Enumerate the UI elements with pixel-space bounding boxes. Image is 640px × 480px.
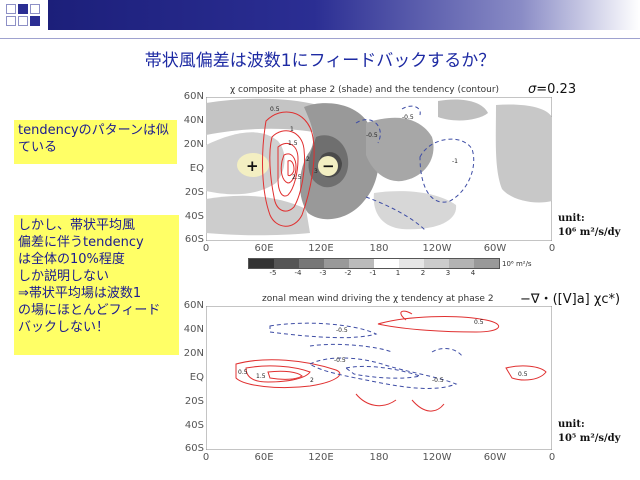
note-line: の場にほとんどフィード	[18, 303, 161, 318]
colorbar-cell	[449, 259, 474, 268]
colorbar-tick: 3	[445, 269, 451, 277]
slide-title: 帯状風偏差は波数1にフィードバックするか？	[144, 51, 496, 71]
colorbar-cell	[399, 259, 424, 268]
plot2-lon-label: 180	[369, 452, 389, 463]
header-bar	[48, 0, 640, 30]
colorbar-cell	[249, 259, 274, 268]
plot2-title: zonal mean wind driving the χ tendency a…	[262, 294, 494, 304]
contour-label: 0.5	[474, 319, 484, 326]
contour-label: -0.5	[366, 132, 378, 139]
colorbar-cell	[299, 259, 324, 268]
positive-contours	[235, 310, 547, 412]
plot1-lon-label: 120W	[422, 243, 452, 254]
colorbar-cell	[474, 259, 499, 268]
plot1-lon-label: 0	[548, 243, 556, 254]
plot2-lat-label: 60N	[183, 300, 204, 311]
contour-label: -0.5	[432, 377, 444, 384]
note-line: バックしない！	[18, 320, 110, 335]
colorbar-cell	[374, 259, 399, 268]
note-line: 偏差に伴うtendency	[18, 235, 144, 250]
plot1-lat-label: EQ	[189, 163, 204, 174]
contour-label: -0.5	[402, 114, 414, 121]
shade-light	[438, 99, 488, 121]
plot1-lat-label: 20N	[183, 139, 204, 150]
plot2-lon-label: 0	[202, 452, 210, 463]
plot2-lat-label: EQ	[189, 372, 204, 383]
contour-label: 2	[306, 156, 310, 163]
shade-light	[206, 195, 310, 236]
shade-negative	[366, 117, 434, 182]
colorbar-cell	[349, 259, 374, 268]
colorbar-unit: 10⁶ m²/s	[502, 260, 532, 268]
plot1-lon-label: 120E	[308, 243, 334, 254]
colorbar-tick: -4	[294, 269, 302, 277]
contour-label: 1.5	[288, 140, 298, 147]
contour-label: 2.5	[292, 174, 302, 181]
plot2-lon-label: 60W	[483, 452, 507, 463]
shade-light	[495, 104, 552, 203]
note-box-similar: tendencyのパターンは似ている	[14, 120, 177, 164]
plot2-lon-label: 60E	[254, 452, 274, 463]
header-divider	[0, 38, 640, 39]
plot2-lat-label: 20S	[184, 396, 204, 407]
contour-label: -0.5	[334, 357, 346, 364]
colorbar-tick: -2	[344, 269, 352, 277]
plot1-lon-label: 60W	[483, 243, 507, 254]
colorbar-tick: 4	[470, 269, 476, 277]
plot1-lat-label: 40S	[184, 211, 204, 222]
contour-label: 3	[314, 168, 318, 175]
plot1-unit: unit: 10⁶ m²/s/dy	[558, 213, 621, 238]
contour-label: 0.5	[270, 106, 280, 113]
contour-label: 0.5	[238, 369, 248, 376]
plot1-lat-label: 60N	[183, 91, 204, 102]
plot2-lon-label: 120W	[422, 452, 452, 463]
plot1-lat-label: 20S	[184, 187, 204, 198]
plot2-lat-label: 40N	[183, 324, 204, 335]
plot2-lon-label: 120E	[308, 452, 334, 463]
colorbar	[248, 258, 500, 269]
minus-sign: −	[322, 157, 335, 175]
contour-label: -1	[452, 158, 458, 165]
contour-label: 1	[290, 126, 294, 133]
plot2-lat-label: 60S	[184, 443, 204, 454]
contour-label: 0.5	[518, 371, 528, 378]
colorbar-tick: 2	[420, 269, 426, 277]
plot1-lon-label: 180	[369, 243, 389, 254]
note-line: しか説明しない	[18, 269, 110, 284]
note-line: ⇒帯状平均場は波数1	[18, 286, 142, 301]
colorbar-cell	[324, 259, 349, 268]
colorbar-tick: -1	[369, 269, 377, 277]
negative-contours	[269, 322, 463, 389]
colorbar-tick: 1	[395, 269, 401, 277]
plot2-lon-label: 0	[548, 452, 556, 463]
shade-light	[206, 98, 318, 135]
plot1-lon-label: 0	[202, 243, 210, 254]
plot1-map: 0.5 1 1.5 2 2.5 3 -0.5 -1 -0.5 + −	[206, 97, 552, 241]
plot2-lat-label: 20N	[183, 348, 204, 359]
colorbar-cell	[274, 259, 299, 268]
colorbar-cell	[424, 259, 449, 268]
note-line: しかし、帯状平均風	[18, 218, 136, 233]
colorbar-tick: -5	[269, 269, 277, 277]
header-squares	[6, 4, 46, 34]
plus-sign: +	[246, 157, 259, 175]
formula: −∇・([V]a] χc*)	[520, 292, 621, 307]
plot1-lon-label: 60E	[254, 243, 274, 254]
positive-contours	[262, 111, 315, 227]
plot1-lat-label: 60S	[184, 234, 204, 245]
negative-contours	[355, 105, 475, 232]
note-box-conclusion: しかし、帯状平均風 偏差に伴うtendency は全体の10%程度 しか説明しな…	[14, 215, 179, 355]
plot2-unit: unit: 10⁵ m²/s/dy	[558, 419, 621, 444]
plot1-lat-label: 40N	[183, 115, 204, 126]
contour-label: 1.5	[256, 373, 266, 380]
plot1-title: χ composite at phase 2 (shade) and the t…	[230, 85, 500, 95]
sigma-value: σ=0.23	[528, 82, 577, 97]
plot2-map: 0.5 -0.5 0.5 1.5 2 -0.5 0.5 -0.5	[206, 306, 552, 450]
note-line: は全体の10%程度	[18, 252, 125, 267]
positive-center	[237, 153, 269, 177]
contour-label: 2	[310, 377, 314, 384]
contour-label: -0.5	[336, 327, 348, 334]
colorbar-tick: -3	[319, 269, 327, 277]
plot2-lat-label: 40S	[184, 420, 204, 431]
